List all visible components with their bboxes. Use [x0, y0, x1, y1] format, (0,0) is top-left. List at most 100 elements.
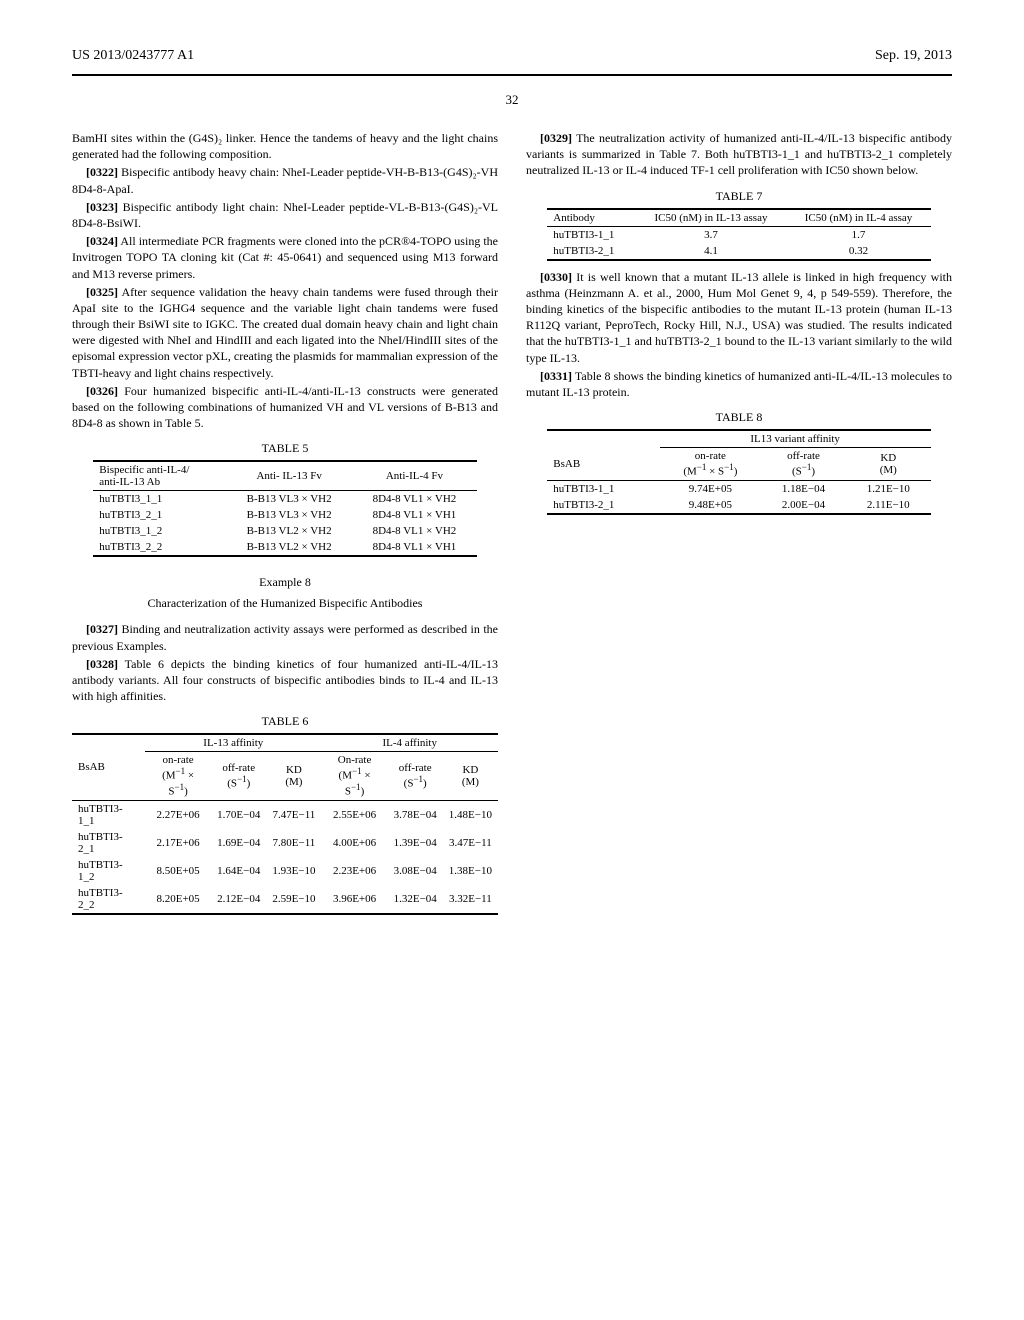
table8-group: IL13 variant affinity [660, 430, 931, 448]
table8-h1: on-rate(M−1 × S−1) [660, 448, 762, 481]
t6r3c5: 1.32E−04 [388, 885, 443, 914]
t6r2c4: 2.23E+06 [322, 857, 388, 885]
para-num-0325: [0325] [86, 285, 118, 299]
paragraph-0326: [0326] Four humanized bispecific anti-IL… [72, 383, 498, 432]
t6r0c2: 1.70E−04 [211, 800, 266, 829]
table5-r1c0: huTBTI3_2_1 [93, 507, 226, 523]
table5-h1: Anti- IL-13 Fv [226, 461, 352, 491]
t7r1c0: huTBTI3-2_1 [547, 243, 635, 260]
t6r3c1: 8.20E+05 [145, 885, 211, 914]
para-num-0328: [0328] [86, 657, 118, 671]
table6-h5: off-rate(S−1) [388, 752, 443, 800]
table5-r0c2: 8D4-8 VL1 × VH2 [352, 491, 477, 508]
t8r1c2: 2.00E−04 [761, 497, 846, 514]
table5-h2: Anti-IL-4 Fv [352, 461, 477, 491]
table6-h4: On-rate(M−1 × S−1) [322, 752, 388, 800]
table6-h-bsab: BsAB [72, 734, 145, 800]
para-text-0328: Table 6 depicts the binding kinetics of … [72, 657, 498, 703]
para-text-0331: Table 8 shows the binding kinetics of hu… [526, 369, 952, 399]
table6-h1: on-rate(M−1 × S−1) [145, 752, 211, 800]
table8-caption: TABLE 8 [526, 410, 952, 425]
t6r1c2: 1.69E−04 [211, 829, 266, 857]
right-column: [0329] The neutralization activity of hu… [526, 130, 952, 923]
paragraph-0322: [0322] Bispecific antibody heavy chain: … [72, 164, 498, 196]
t8r1c0: huTBTI3-2_1 [547, 497, 659, 514]
table5-r2c0: huTBTI3_1_2 [93, 523, 226, 539]
publication-date: Sep. 19, 2013 [875, 48, 952, 64]
paragraph-0327: [0327] Binding and neutralization activi… [72, 621, 498, 653]
t6r0c6: 1.48E−10 [443, 800, 498, 829]
table5: Bispecific anti-IL-4/anti-IL-13 Ab Anti-… [93, 460, 476, 557]
paragraph-0329: [0329] The neutralization activity of hu… [526, 130, 952, 179]
table5-r3c1: B-B13 VL2 × VH2 [226, 539, 352, 556]
table5-r1c2: 8D4-8 VL1 × VH1 [352, 507, 477, 523]
t6r1c5: 1.39E−04 [388, 829, 443, 857]
table8: IL13 variant affinity BsAB on-rate(M−1 ×… [547, 429, 930, 515]
table7-h1: IC50 (nM) in IL-13 assay [636, 209, 787, 227]
table5-caption: TABLE 5 [72, 441, 498, 456]
t8r0c1: 9.74E+05 [660, 480, 762, 497]
t6r0c5: 3.78E−04 [388, 800, 443, 829]
t6r3c6: 3.32E−11 [443, 885, 498, 914]
table7: Antibody IC50 (nM) in IL-13 assay IC50 (… [547, 208, 930, 261]
table5-r2c1: B-B13 VL2 × VH2 [226, 523, 352, 539]
table7-h2: IC50 (nM) in IL-4 assay [786, 209, 930, 227]
t6r3c4: 3.96E+06 [322, 885, 388, 914]
para-num-0329: [0329] [540, 131, 572, 145]
table5-r1c1: B-B13 VL3 × VH2 [226, 507, 352, 523]
page-header: US 2013/0243777 A1 Sep. 19, 2013 [72, 48, 952, 64]
para-text-0327: Binding and neutralization activity assa… [72, 622, 498, 652]
table6-group-il4: IL-4 affinity [322, 734, 498, 752]
para-text-0330: It is well known that a mutant IL-13 all… [526, 270, 952, 365]
table6-h6: KD(M) [443, 752, 498, 800]
t8r1c1: 9.48E+05 [660, 497, 762, 514]
t6r0c0: huTBTI3-1_1 [72, 800, 145, 829]
table5-r3c0: huTBTI3_2_2 [93, 539, 226, 556]
para-num-0323: [0323] [86, 200, 118, 214]
t7r1c1: 4.1 [636, 243, 787, 260]
table8-h3: KD(M) [846, 448, 931, 481]
para-text-0322: Bispecific antibody heavy chain: NheI-Le… [72, 165, 498, 195]
t7r0c1: 3.7 [636, 226, 787, 243]
table7-h0: Antibody [547, 209, 635, 227]
t6r2c2: 1.64E−04 [211, 857, 266, 885]
t8r1c3: 2.11E−10 [846, 497, 931, 514]
t8r0c2: 1.18E−04 [761, 480, 846, 497]
table6-h3: KD(M) [266, 752, 321, 800]
t6r1c3: 7.80E−11 [266, 829, 321, 857]
table5-r0c1: B-B13 VL3 × VH2 [226, 491, 352, 508]
t6r1c1: 2.17E+06 [145, 829, 211, 857]
table8-h2: off-rate(S−1) [761, 448, 846, 481]
left-column: BamHI sites within the (G4S)₂ linker. He… [72, 130, 498, 923]
t6r3c0: huTBTI3-2_2 [72, 885, 145, 914]
two-column-body: BamHI sites within the (G4S)₂ linker. He… [72, 130, 952, 923]
table8-h0: BsAB [547, 448, 659, 481]
header-rule [72, 74, 952, 76]
table6-h2: off-rate(S−1) [211, 752, 266, 800]
t6r3c2: 2.12E−04 [211, 885, 266, 914]
para-num-0331: [0331] [540, 369, 572, 383]
table6-group-il13: IL-13 affinity [145, 734, 321, 752]
table6-caption: TABLE 6 [72, 714, 498, 729]
example8-title: Example 8 [72, 575, 498, 590]
para-num-0327: [0327] [86, 622, 118, 636]
para-text-0325: After sequence validation the heavy chai… [72, 285, 498, 380]
t6r3c3: 2.59E−10 [266, 885, 321, 914]
t6r0c1: 2.27E+06 [145, 800, 211, 829]
para-num-0324: [0324] [86, 234, 118, 248]
paragraph-0330: [0330] It is well known that a mutant IL… [526, 269, 952, 366]
t7r1c2: 0.32 [786, 243, 930, 260]
t6r1c0: huTBTI3-2_1 [72, 829, 145, 857]
t6r2c5: 3.08E−04 [388, 857, 443, 885]
para-text-0329: The neutralization activity of humanized… [526, 131, 952, 177]
para-text-0324: All intermediate PCR fragments were clon… [72, 234, 498, 280]
t7r0c0: huTBTI3-1_1 [547, 226, 635, 243]
para-num-0326: [0326] [86, 384, 118, 398]
table5-r0c0: huTBTI3_1_1 [93, 491, 226, 508]
t6r0c4: 2.55E+06 [322, 800, 388, 829]
t6r2c6: 1.38E−10 [443, 857, 498, 885]
table6: BsAB IL-13 affinity IL-4 affinity on-rat… [72, 733, 498, 914]
paragraph-0325: [0325] After sequence validation the hea… [72, 284, 498, 381]
table5-r2c2: 8D4-8 VL1 × VH2 [352, 523, 477, 539]
table7-caption: TABLE 7 [526, 189, 952, 204]
